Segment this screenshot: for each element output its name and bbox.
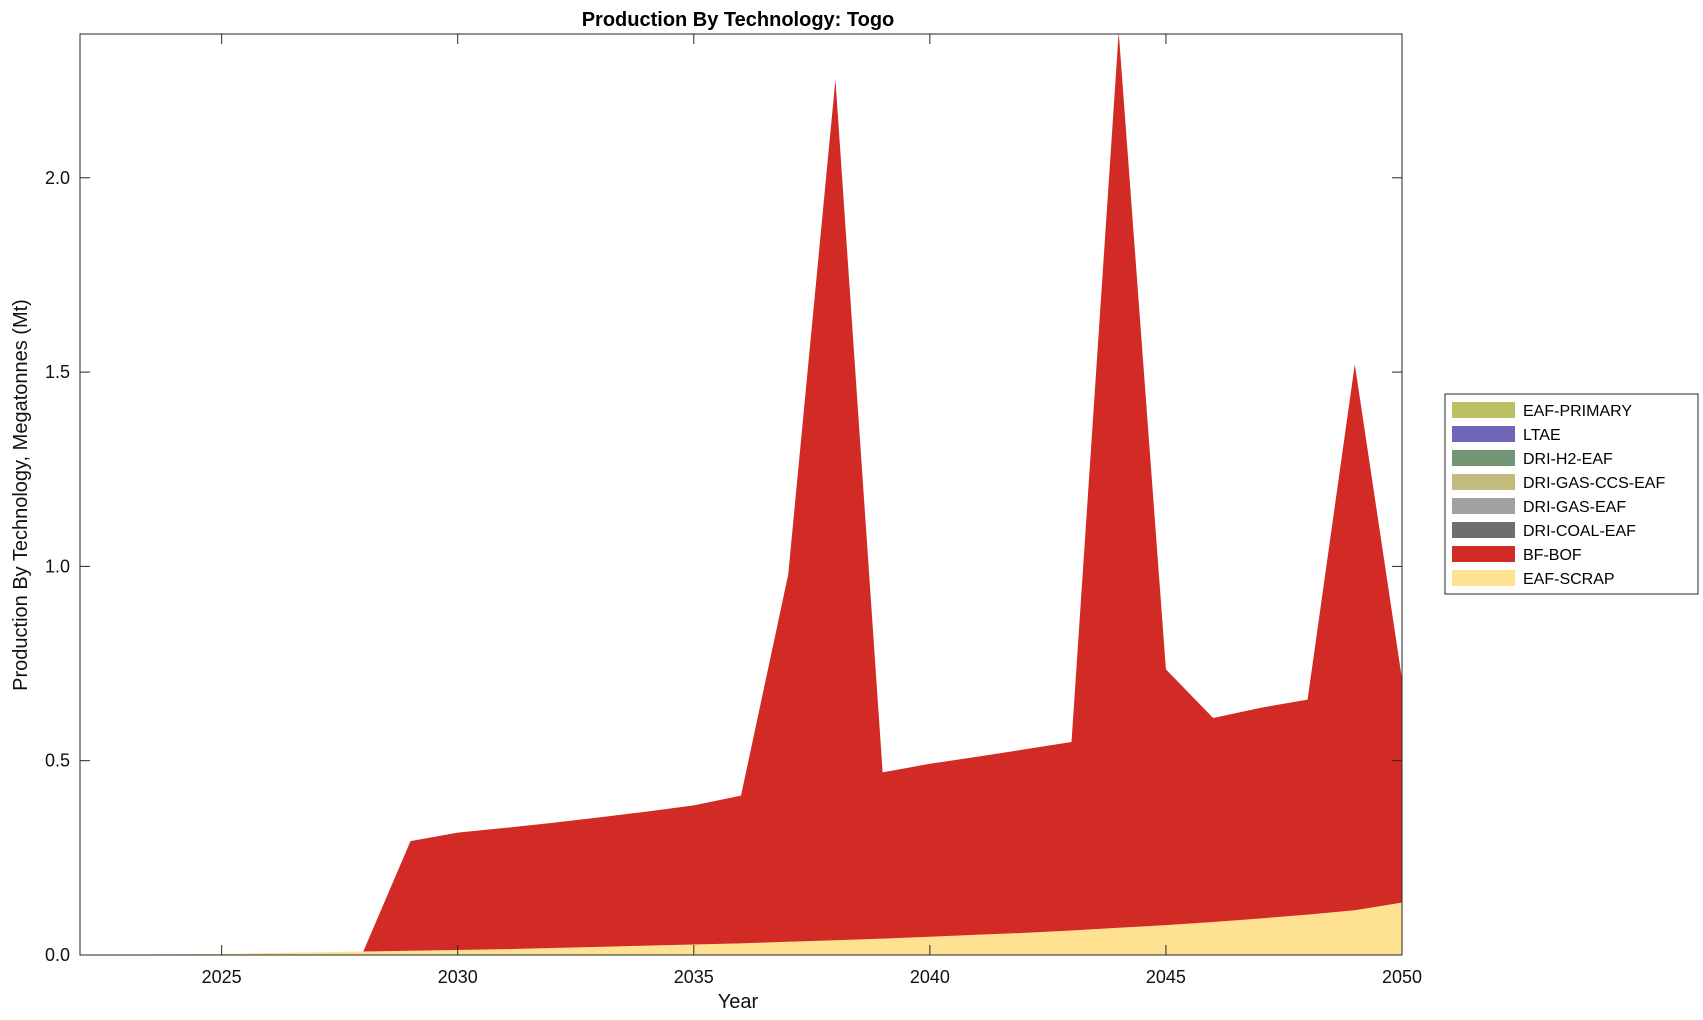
legend-label-ltae: LTAE — [1523, 427, 1561, 444]
legend-swatch-dri-gas-eaf — [1452, 498, 1515, 514]
legend-label-dri-gas-eaf: DRI-GAS-EAF — [1523, 499, 1626, 516]
legend-box — [1444, 393, 1699, 595]
legend-label-dri-coal-eaf: DRI-COAL-EAF — [1523, 523, 1636, 540]
legend-label-dri-gas-ccs-eaf: DRI-GAS-CCS-EAF — [1523, 475, 1665, 492]
legend-swatch-eaf-scrap — [1452, 570, 1515, 586]
legend-swatch-dri-coal-eaf — [1452, 522, 1515, 538]
x-tick-label-2030: 2030 — [438, 967, 478, 987]
area-bf-bof — [80, 34, 1402, 955]
chart-title: Production By Technology: Togo — [582, 9, 895, 31]
x-axis-label: Year — [718, 991, 759, 1013]
area-eaf-scrap — [80, 902, 1402, 955]
y-tick-label-0.5: 0.5 — [45, 751, 70, 771]
y-axis: 0.0 0.5 1.0 1.5 2.0 — [45, 168, 1402, 965]
y-tick-label-1.5: 1.5 — [45, 362, 70, 382]
y-axis-label: Production By Technology, Megatonnes (Mt… — [10, 299, 32, 691]
x-tick-label-2035: 2035 — [674, 967, 714, 987]
plot-frame — [79, 33, 1403, 956]
legend-label-bf-bof: BF-BOF — [1523, 547, 1582, 564]
y-tick-label-0.0: 0.0 — [45, 945, 70, 965]
legend-swatch-bf-bof — [1452, 546, 1515, 562]
legend-label-eaf-scrap: EAF-SCRAP — [1523, 571, 1615, 588]
x-tick-label-2025: 2025 — [202, 967, 242, 987]
legend-swatch-ltae — [1452, 426, 1515, 442]
legend-swatch-dri-gas-ccs-eaf — [1452, 474, 1515, 490]
y-tick-label-2.0: 2.0 — [45, 168, 70, 188]
legend-swatch-eaf-primary — [1452, 402, 1515, 418]
x-axis: 2025 2030 2035 2040 2045 2050 — [202, 34, 1422, 987]
legend-label-dri-h2-eaf: DRI-H2-EAF — [1523, 451, 1613, 468]
legend: EAF-PRIMARY LTAE DRI-H2-EAF DRI-GAS-CCS-EAF… — [1444, 393, 1699, 595]
x-tick-label-2040: 2040 — [910, 967, 950, 987]
plot-areas — [80, 34, 1402, 955]
legend-label-eaf-primary: EAF-PRIMARY — [1523, 403, 1632, 420]
x-tick-label-2050: 2050 — [1382, 967, 1422, 987]
y-tick-label-1.0: 1.0 — [45, 556, 70, 576]
x-tick-label-2045: 2045 — [1146, 967, 1186, 987]
legend-swatch-dri-h2-eaf — [1452, 450, 1515, 466]
